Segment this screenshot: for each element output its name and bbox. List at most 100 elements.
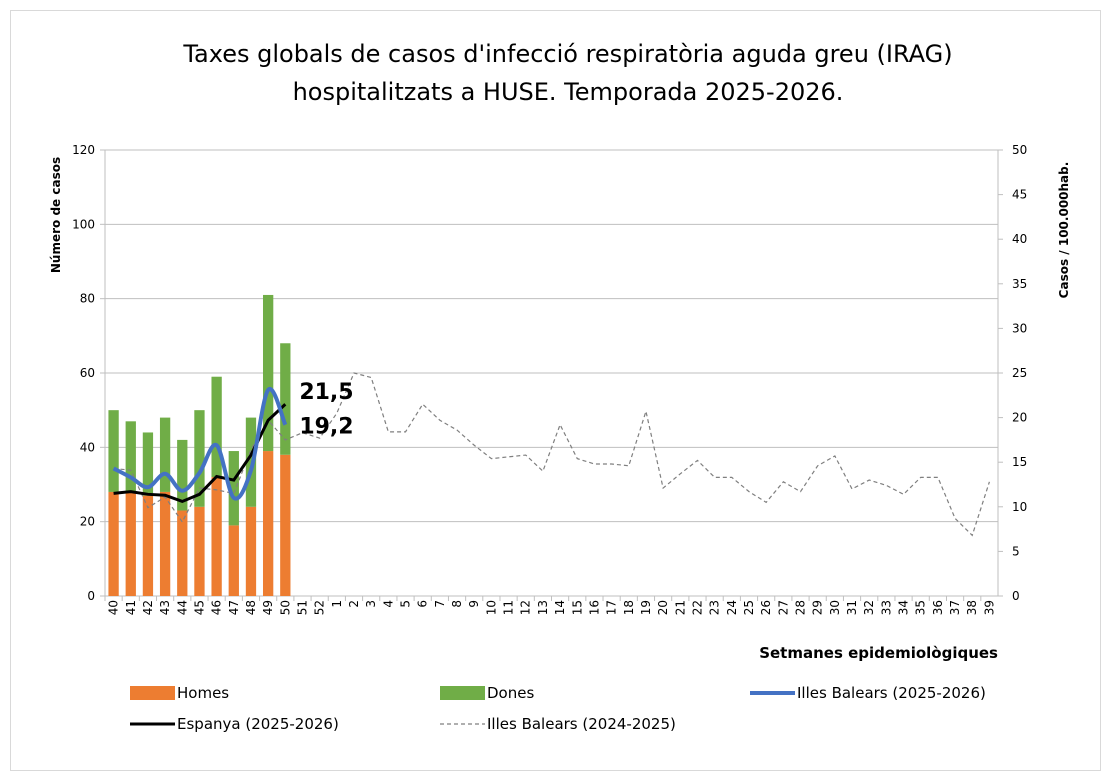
x-tick-label: 35: [914, 600, 928, 615]
x-tick-label: 21: [673, 600, 687, 615]
x-tick-label: 52: [313, 600, 327, 615]
x-tick-label: 27: [776, 600, 790, 615]
x-tick-label: 16: [587, 600, 601, 615]
x-tick-label: 41: [124, 600, 138, 615]
x-tick-label: 15: [570, 600, 584, 615]
legend-label: Dones: [487, 684, 534, 702]
x-tick-label: 12: [519, 600, 533, 615]
x-tick-label: 46: [210, 600, 224, 615]
bar: [262, 451, 274, 596]
y-axis-label: Número de casos: [49, 157, 63, 273]
bar: [177, 510, 188, 596]
line: [112, 387, 288, 501]
x-tick-label: 32: [862, 600, 876, 615]
y-tick-label: 80: [80, 292, 95, 306]
x-tick-label: 3: [364, 600, 378, 608]
y-tick-label: 60: [80, 366, 95, 380]
bar: [228, 525, 239, 596]
x-tick-label: 10: [484, 600, 498, 615]
x-tick-label: 8: [450, 600, 464, 608]
bar: [142, 495, 154, 596]
x-tick-label: 20: [656, 600, 670, 615]
x-tick-label: 7: [433, 600, 447, 608]
x-tick-label: 23: [708, 600, 722, 615]
legend-label: Illes Balears (2024-2025): [487, 715, 676, 733]
y2-tick-label: 0: [1012, 589, 1020, 603]
x-tick-label: 39: [982, 600, 996, 615]
x-tick-label: 25: [742, 600, 756, 615]
legend-label: Espanya (2025-2026): [177, 715, 339, 733]
bar: [262, 294, 274, 452]
x-tick-label: 18: [622, 600, 636, 615]
chart-frame: [10, 10, 1101, 771]
y2-tick-label: 20: [1012, 411, 1027, 425]
x-tick-label: 40: [107, 600, 121, 615]
y-tick-label: 0: [87, 589, 95, 603]
chart-title: hospitalitzats a HUSE. Temporada 2025-20…: [293, 78, 844, 106]
y-tick-label: 120: [72, 143, 95, 157]
y2-tick-label: 15: [1012, 455, 1027, 469]
y2-tick-label: 40: [1012, 232, 1027, 246]
x-tick-label: 19: [639, 600, 653, 615]
x-tick-label: 30: [828, 600, 842, 615]
y2-axis-label: Casos / 100.000hab.: [1057, 162, 1071, 299]
x-tick-label: 33: [879, 600, 893, 615]
x-tick-label: 45: [192, 600, 206, 615]
x-tick-label: 2: [347, 600, 361, 608]
x-tick-label: 24: [725, 600, 739, 615]
y-tick-label: 20: [80, 515, 95, 529]
x-tick-label: 31: [845, 600, 859, 615]
x-tick-label: 51: [295, 600, 309, 615]
y2-tick-label: 30: [1012, 321, 1027, 335]
x-tick-label: 42: [141, 600, 155, 615]
x-tick-label: 48: [244, 600, 258, 615]
bar: [211, 477, 222, 596]
x-tick-label: 9: [467, 600, 481, 608]
x-tick-label: 38: [965, 600, 979, 615]
x-tick-label: 50: [278, 600, 292, 615]
bar: [159, 491, 171, 596]
y2-tick-label: 25: [1012, 366, 1027, 380]
chart-title: Taxes globals de casos d'infecció respir…: [182, 40, 952, 68]
y2-tick-label: 45: [1012, 188, 1027, 202]
x-tick-label: 36: [931, 600, 945, 615]
x-tick-label: 1: [330, 600, 344, 608]
bar: [125, 491, 136, 596]
y-tick-label: 40: [80, 440, 95, 454]
bar: [125, 421, 136, 492]
bar: [142, 432, 154, 496]
x-tick-label: 17: [605, 600, 619, 615]
data-label: 21,5: [299, 380, 353, 405]
bar: [194, 506, 205, 596]
bar: [108, 491, 119, 596]
x-tick-label: 13: [536, 600, 550, 615]
bar: [228, 451, 239, 526]
y2-tick-label: 5: [1012, 544, 1020, 558]
bar: [108, 410, 119, 492]
bar: [245, 506, 257, 596]
bar: [194, 410, 205, 507]
bar: [211, 376, 222, 478]
bar: [159, 417, 171, 492]
x-tick-label: 34: [897, 600, 911, 615]
x-tick-label: 5: [399, 600, 413, 608]
x-tick-label: 47: [227, 600, 241, 615]
legend-label: Homes: [177, 684, 229, 702]
x-tick-label: 4: [381, 600, 395, 608]
y2-tick-label: 50: [1012, 143, 1027, 157]
x-tick-label: 49: [261, 600, 275, 615]
bar: [177, 439, 188, 511]
x-tick-label: 22: [690, 600, 704, 615]
legend-swatch: [440, 686, 485, 700]
legend-label: Illes Balears (2025-2026): [797, 684, 986, 702]
x-tick-label: 14: [553, 600, 567, 615]
x-tick-label: 44: [175, 600, 189, 615]
data-label: 19,2: [299, 415, 353, 440]
x-tick-label: 26: [759, 600, 773, 615]
bar: [280, 454, 291, 596]
bar: [280, 343, 291, 455]
y-tick-label: 100: [72, 217, 95, 231]
y2-tick-label: 35: [1012, 277, 1027, 291]
x-tick-label: 6: [416, 600, 430, 608]
